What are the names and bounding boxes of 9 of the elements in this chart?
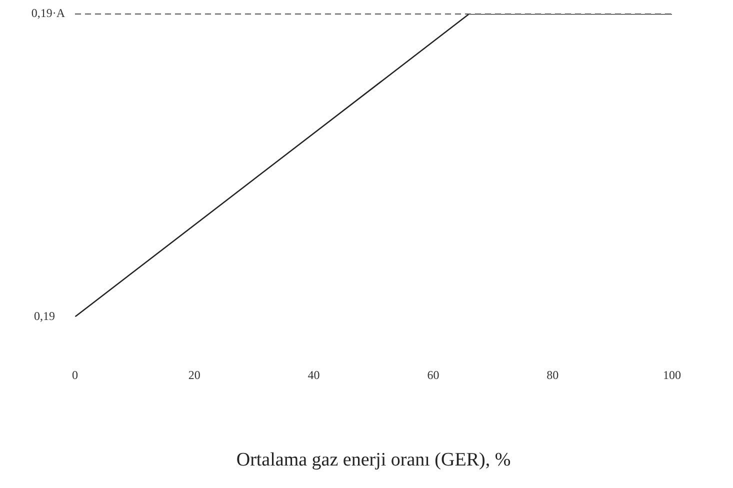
x-axis-title: Ortalama gaz enerji oranı (GER), % [236,450,511,471]
x-tick-label: 80 [546,368,559,382]
x-tick-label: 20 [188,368,200,382]
annotation: 0,19 [34,308,55,323]
x-tick-label: 0 [72,368,78,382]
x-tick-label: 100 [663,368,681,382]
x-tick-label: 60 [427,368,440,382]
ref-line-label: 0,19·A [31,6,66,20]
x-tick-label: 40 [308,368,320,382]
